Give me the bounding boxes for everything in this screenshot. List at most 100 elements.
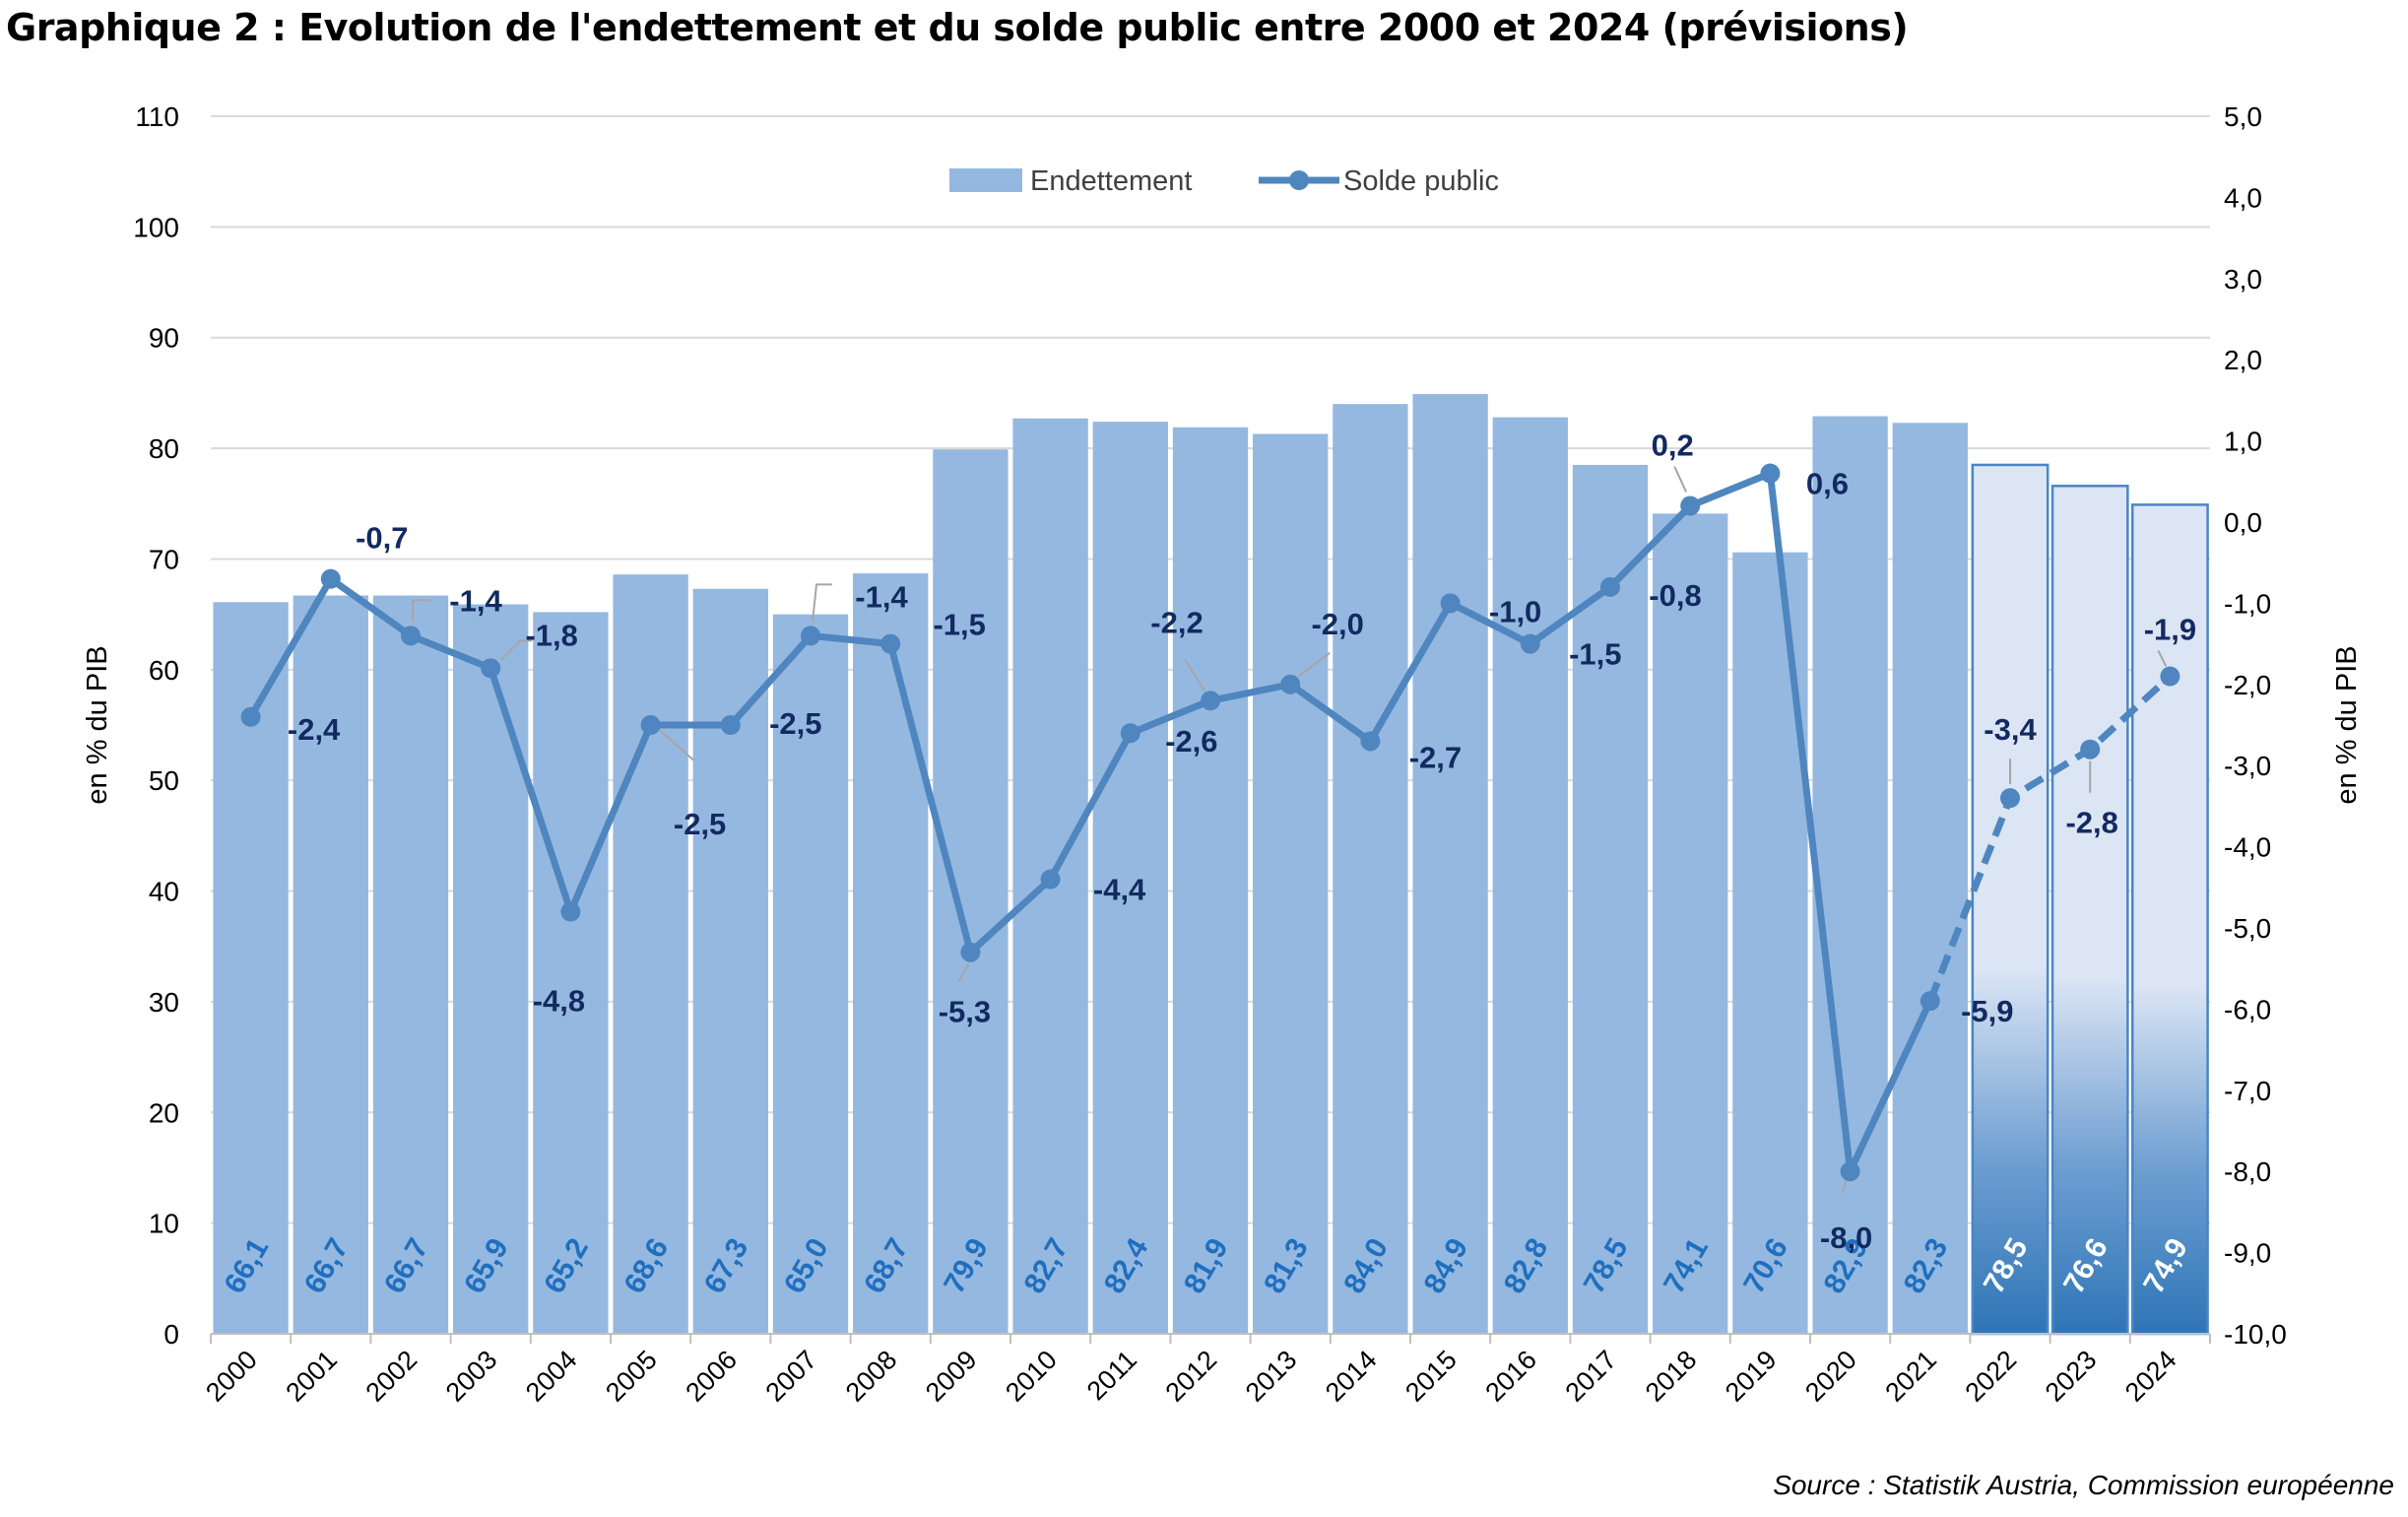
balance-point-2012 bbox=[1201, 691, 1220, 711]
legend-label-endettement: Endettement bbox=[1030, 165, 1192, 197]
balance-point-2000 bbox=[240, 706, 261, 727]
x-tick-label-2009: 2009 bbox=[920, 1345, 983, 1408]
balance-value-label-2000: -2,4 bbox=[288, 712, 341, 747]
x-tick-label-2016: 2016 bbox=[1479, 1345, 1542, 1408]
x-tick-label-2000: 2000 bbox=[200, 1345, 263, 1408]
debt-bar-2005 bbox=[613, 574, 688, 1334]
debt-bar-2016 bbox=[1492, 417, 1568, 1334]
balance-point-2020 bbox=[1840, 1161, 1860, 1182]
balance-value-label-2001: -0,7 bbox=[356, 521, 408, 556]
x-tick-label-2017: 2017 bbox=[1560, 1345, 1623, 1408]
debt-bar-2012 bbox=[1172, 427, 1249, 1334]
balance-point-2010 bbox=[1040, 869, 1061, 890]
debt-bar-2009 bbox=[933, 449, 1009, 1334]
y-right-tick-label: 4,0 bbox=[2224, 182, 2262, 213]
y-right-tick-label: 2,0 bbox=[2224, 345, 2262, 375]
balance-point-2008 bbox=[880, 633, 901, 654]
x-tick-label-2024: 2024 bbox=[2119, 1345, 2182, 1408]
debt-bar-2006 bbox=[692, 588, 768, 1334]
legend-swatch-endettement bbox=[949, 168, 1022, 192]
y-left-tick-label: 70 bbox=[149, 544, 179, 574]
balance-point-2017 bbox=[1600, 576, 1620, 597]
balance-value-label-2020: -8,0 bbox=[1820, 1220, 1872, 1255]
debt-bar-2017 bbox=[1572, 464, 1649, 1335]
debt-bar-2013 bbox=[1253, 433, 1329, 1334]
leader-line-2007 bbox=[812, 583, 832, 623]
y-right-axis-title: en % du PIB bbox=[2331, 645, 2363, 804]
balance-line bbox=[240, 463, 2180, 1182]
y-right-tick-label: -3,0 bbox=[2224, 751, 2271, 781]
x-tick-label-2020: 2020 bbox=[1799, 1345, 1862, 1408]
leader-line-2012 bbox=[1184, 658, 1205, 692]
x-tick-label-2005: 2005 bbox=[600, 1345, 663, 1408]
y-left-tick-label: 10 bbox=[149, 1209, 179, 1239]
balance-value-label-2019: 0,6 bbox=[1806, 467, 1849, 501]
y-right-tick-label: 5,0 bbox=[2224, 101, 2262, 132]
balance-point-2023 bbox=[2080, 739, 2101, 759]
balance-value-label-2008: -1,5 bbox=[933, 608, 985, 642]
balance-point-2014 bbox=[1360, 731, 1381, 752]
balance-value-label-2004: -4,8 bbox=[533, 984, 585, 1019]
balance-value-label-2021: -5,9 bbox=[1961, 994, 2013, 1028]
balance-point-2001 bbox=[320, 568, 341, 589]
leader-lines bbox=[412, 466, 2168, 1194]
debt-bar-2015 bbox=[1412, 394, 1488, 1334]
balance-point-2018 bbox=[1680, 495, 1701, 516]
debt-bar-2021 bbox=[1892, 423, 1968, 1334]
balance-point-2022 bbox=[2000, 788, 2020, 809]
x-tick-label-2004: 2004 bbox=[520, 1345, 583, 1408]
y-left-tick-label: 40 bbox=[149, 877, 179, 907]
balance-value-label-2024: -1,9 bbox=[2144, 613, 2196, 647]
balance-point-2021 bbox=[1920, 991, 1940, 1012]
balance-value-label-2005: -2,5 bbox=[674, 807, 726, 841]
y-left-tick-label: 110 bbox=[135, 101, 179, 132]
debt-bar-2004 bbox=[533, 612, 609, 1334]
leader-line-2018 bbox=[1673, 466, 1688, 493]
balance-value-label-2006: -2,5 bbox=[769, 706, 821, 741]
legend-label-solde: Solde public bbox=[1343, 165, 1499, 197]
debt-bar-2024 bbox=[2130, 503, 2209, 1336]
leader-line-2005 bbox=[657, 728, 695, 761]
debt-bar-2001 bbox=[293, 595, 368, 1334]
x-tick-label-2014: 2014 bbox=[1320, 1345, 1383, 1408]
y-left-tick-label: 0 bbox=[163, 1319, 179, 1350]
debt-bar-2011 bbox=[1092, 422, 1168, 1334]
y-left-axis-title: en % du PIB bbox=[82, 645, 113, 804]
x-tick-label-2013: 2013 bbox=[1240, 1345, 1303, 1408]
balance-line-forecast bbox=[1926, 674, 2173, 1003]
debt-bar-2007 bbox=[772, 614, 849, 1334]
x-tick-label-2010: 2010 bbox=[1000, 1345, 1063, 1408]
y-right-tick-label: -2,0 bbox=[2224, 670, 2271, 700]
balance-point-2015 bbox=[1440, 593, 1461, 614]
y-right-tick-label: 1,0 bbox=[2224, 427, 2262, 457]
balance-point-2016 bbox=[1520, 633, 1540, 654]
y-right-tick-label: 3,0 bbox=[2224, 264, 2262, 295]
debt-bar-2014 bbox=[1333, 404, 1408, 1334]
balance-point-2011 bbox=[1120, 723, 1140, 744]
debt-bar-2003 bbox=[453, 604, 529, 1334]
balance-value-label-2017: -0,8 bbox=[1649, 578, 1701, 613]
y-left-tick-label: 80 bbox=[149, 433, 179, 464]
leader-line-2020 bbox=[1841, 1178, 1848, 1194]
x-tick-label-2008: 2008 bbox=[840, 1345, 903, 1408]
leader-line-2024 bbox=[2157, 650, 2168, 668]
leader-line-2002 bbox=[412, 599, 430, 623]
balance-point-2007 bbox=[801, 626, 820, 646]
balance-value-label-2014: -2,7 bbox=[1409, 740, 1462, 774]
debt-bars bbox=[213, 394, 2209, 1336]
balance-value-label-2010: -4,4 bbox=[1093, 873, 1146, 907]
balance-point-2003 bbox=[481, 658, 501, 679]
y-right-tick-label: -5,0 bbox=[2224, 913, 2271, 944]
y-left-tick-label: 60 bbox=[149, 655, 179, 686]
x-tick-label-2018: 2018 bbox=[1640, 1345, 1703, 1408]
x-tick-label-2015: 2015 bbox=[1399, 1345, 1463, 1408]
x-tick-label-2023: 2023 bbox=[2040, 1345, 2103, 1408]
leader-line-2009 bbox=[957, 963, 970, 983]
legend-swatch-solde-marker bbox=[1289, 170, 1309, 190]
balance-value-label-2016: -1,5 bbox=[1569, 637, 1621, 672]
balance-value-label-2011: -2,6 bbox=[1165, 724, 1217, 758]
balance-labels: -2,4 -0,7 -1,4 -1,8 -4,8 -2,5 -2,5 -1,4 -1,5 -5,3… bbox=[288, 429, 2196, 1256]
source-note: Source : Statistik Austria, Commission e… bbox=[1773, 1470, 2394, 1500]
x-tick-label-2021: 2021 bbox=[1879, 1345, 1942, 1408]
